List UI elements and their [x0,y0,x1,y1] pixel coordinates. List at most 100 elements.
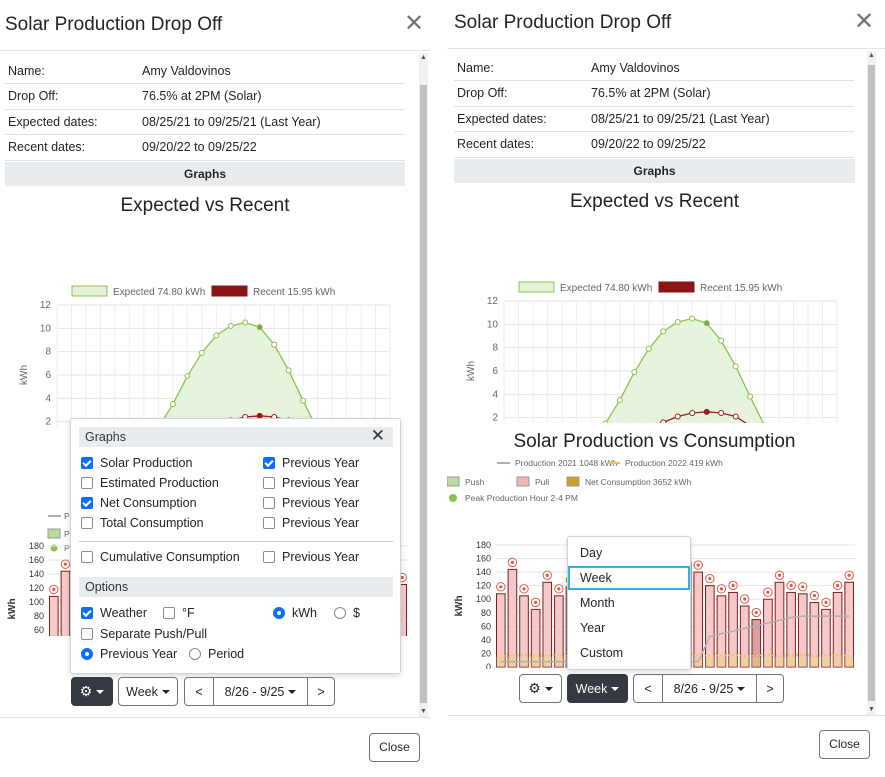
legend-label: Production 2022 419 kWh [625,458,723,468]
option-cumulative-previous-year[interactable]: Previous Year [263,550,359,564]
scroll-down-icon[interactable]: ▼ [868,706,875,713]
net-bar [728,656,738,667]
settings-button[interactable]: ⚙ [71,677,113,706]
recent-point [703,408,710,415]
option-graph[interactable]: Net Consumption [81,496,197,510]
date-range-dropdown[interactable]: 8/26 - 9/25 [213,678,307,705]
bar [530,608,541,668]
checkbox[interactable] [263,457,275,469]
expected-point [300,397,307,404]
option-previous-year[interactable]: Previous Year [263,476,359,490]
dropdown-item-year[interactable]: Year [580,621,606,635]
period-dropdown-button[interactable]: Week [118,677,178,706]
info-value: 76.5% at 2PM (Solar) [139,83,405,110]
chevron-down-icon [544,686,553,691]
y-tick-label: 12 [487,296,499,307]
option-dollar[interactable]: $ [334,606,360,620]
option-period-radio[interactable]: Period [189,647,244,661]
option-label: Net Consumption [100,496,197,510]
close-button[interactable]: Close [819,730,870,759]
x-tick-label: 9/23 [815,668,831,669]
radio[interactable] [273,607,285,619]
legend-label: Pr [64,511,73,521]
option-separate-push-pull[interactable]: Separate Push/Pull [81,627,207,641]
checkbox[interactable] [81,551,93,563]
bar [774,581,785,668]
next-button[interactable]: > [307,678,334,705]
radio[interactable] [189,648,201,660]
period-dropdown-menu: Day Week Month Year Custom [567,536,691,670]
option-previous-year[interactable]: Previous Year [263,456,359,470]
weather-icon-dot [812,594,816,598]
option-graph[interactable]: Total Consumption [81,516,204,530]
table-row: Name: Amy Valdovinos [5,58,405,84]
radio[interactable] [334,607,346,619]
checkbox[interactable] [81,477,93,489]
option-graph[interactable]: Estimated Production [81,476,219,490]
option-kwh[interactable]: kWh [273,606,317,620]
radio[interactable] [81,648,93,660]
dropdown-item-month[interactable]: Month [580,596,615,610]
prev-button[interactable]: < [195,684,203,699]
period-dropdown-button[interactable]: Week [567,674,628,703]
checkbox[interactable] [263,477,275,489]
bar [693,571,704,668]
weather-icon-dot [534,600,538,604]
checkbox[interactable] [81,457,93,469]
scrollbar[interactable]: ▲ ▼ [867,51,876,715]
bar [809,602,820,668]
prev-button[interactable]: < [644,681,652,696]
weather-icon-dot [835,583,840,588]
scroll-up-icon[interactable]: ▲ [420,54,427,61]
dropdown-item-week[interactable]: Week [568,566,690,590]
net-bar [844,656,854,667]
scroll-up-icon[interactable]: ▲ [868,52,875,59]
option-previous-year-radio[interactable]: Previous Year [81,647,177,661]
dropdown-item-custom[interactable]: Custom [580,646,624,660]
close-icon[interactable]: ✕ [370,426,385,445]
net-bar [821,656,831,667]
checkbox[interactable] [263,517,275,529]
expected-point [703,320,710,327]
next-button[interactable]: > [756,675,783,702]
date-range-dropdown[interactable]: 8/26 - 9/25 [662,675,756,702]
option-label: Solar Production [100,456,193,470]
option-weather[interactable]: Weather [81,606,147,620]
option-previous-year[interactable]: Previous Year [263,516,359,530]
checkbox[interactable] [81,497,93,509]
scroll-down-icon[interactable]: ▼ [420,708,427,715]
checkbox[interactable] [263,551,275,563]
checkbox[interactable] [81,607,93,619]
x-tick-label: 9/25 [838,668,854,669]
scrollbar[interactable]: ▲ ▼ [419,53,428,717]
checkbox[interactable] [81,628,93,640]
recent-point [718,410,725,416]
checkbox[interactable] [263,497,275,509]
option-fahrenheit[interactable]: °F [163,606,195,620]
popup-graphs-header: Graphs ✕ [79,426,393,447]
option-previous-year[interactable]: Previous Year [263,496,359,510]
checkbox[interactable] [81,517,93,529]
scrollbar-thumb[interactable] [420,85,427,703]
y-tick-label: 80 [34,611,44,621]
weather-icon-dot [777,573,782,577]
legend-swatch [658,281,695,293]
close-button[interactable]: Close [369,733,420,762]
scrollbar-thumb[interactable] [868,65,875,701]
option-graph[interactable]: Solar Production [81,456,192,470]
close-icon[interactable]: ✕ [404,10,425,37]
table-row: Expected dates: 08/25/21 to 09/25/21 (Las… [454,106,854,132]
dropdown-item-day[interactable]: Day [580,546,603,560]
checkbox[interactable] [163,607,175,619]
close-icon[interactable]: ✕ [854,8,875,35]
expected-point [271,341,278,348]
option-cumulative[interactable]: Cumulative Consumption [81,550,240,564]
divider [79,541,393,542]
settings-button[interactable]: ⚙ [519,674,562,703]
expected-point [285,367,292,374]
y-tick-label: 2 [45,417,51,427]
weather-icon-dot [789,583,793,588]
option-label: Period [208,647,245,661]
